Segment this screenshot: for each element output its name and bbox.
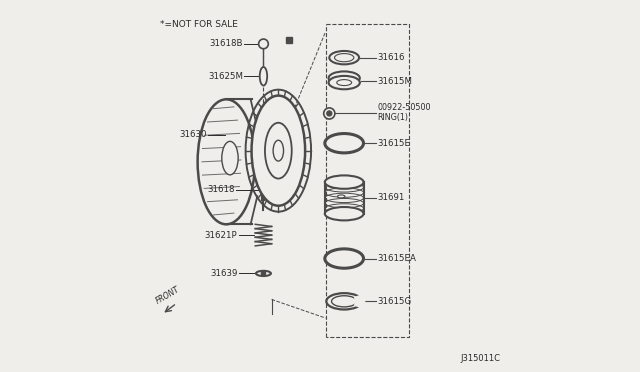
Text: 31621P: 31621P (205, 231, 237, 240)
Ellipse shape (222, 141, 238, 175)
Circle shape (261, 271, 266, 276)
Text: RING(1): RING(1) (378, 113, 409, 122)
Ellipse shape (328, 76, 360, 89)
Text: 31618: 31618 (207, 185, 234, 194)
Ellipse shape (328, 71, 360, 85)
Text: 31625M: 31625M (209, 72, 243, 81)
Ellipse shape (330, 51, 359, 64)
Text: 31615M: 31615M (378, 77, 413, 86)
Ellipse shape (335, 54, 354, 62)
Text: J315011C: J315011C (460, 354, 500, 363)
Circle shape (324, 108, 335, 119)
Ellipse shape (326, 293, 362, 310)
Text: FRONT: FRONT (155, 285, 182, 306)
Ellipse shape (198, 99, 255, 224)
Ellipse shape (337, 195, 345, 198)
Wedge shape (355, 294, 365, 308)
Ellipse shape (325, 175, 364, 189)
Circle shape (259, 39, 268, 49)
Ellipse shape (252, 96, 305, 206)
Text: 31618B: 31618B (210, 39, 243, 48)
Text: 31616: 31616 (378, 53, 405, 62)
Text: 31639: 31639 (210, 269, 237, 278)
Ellipse shape (325, 249, 364, 268)
Ellipse shape (273, 140, 284, 161)
Ellipse shape (265, 123, 292, 179)
Ellipse shape (256, 271, 271, 276)
Ellipse shape (337, 80, 351, 86)
Circle shape (326, 111, 332, 116)
Text: 31615E: 31615E (378, 139, 411, 148)
Ellipse shape (332, 296, 357, 307)
Text: 31630: 31630 (179, 130, 207, 139)
Ellipse shape (325, 207, 364, 220)
Ellipse shape (260, 67, 267, 86)
Text: 31615G: 31615G (378, 297, 412, 306)
Text: 00922-50500: 00922-50500 (378, 103, 431, 112)
Ellipse shape (325, 134, 364, 153)
Text: 31615EA: 31615EA (378, 254, 417, 263)
Text: *=NOT FOR SALE: *=NOT FOR SALE (160, 20, 238, 29)
Text: 31691: 31691 (378, 193, 405, 202)
